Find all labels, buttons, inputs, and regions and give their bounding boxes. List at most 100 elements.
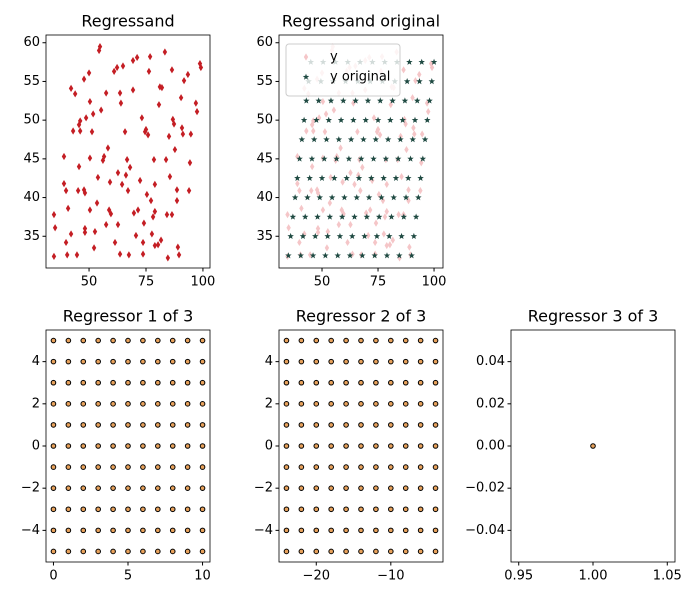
data-point <box>140 506 146 513</box>
data-point <box>176 251 182 259</box>
data-point <box>130 56 136 65</box>
data-point <box>285 210 290 219</box>
data-point <box>367 206 373 214</box>
data-point <box>313 337 320 344</box>
data-point <box>146 67 152 75</box>
data-point <box>283 422 290 428</box>
data-point <box>418 186 423 195</box>
data-point <box>140 250 146 258</box>
data-point <box>297 186 302 195</box>
data-point <box>65 379 72 386</box>
data-point <box>432 464 439 470</box>
data-point <box>340 97 347 104</box>
data-point <box>198 63 204 72</box>
data-point <box>140 443 146 449</box>
data-point <box>80 401 87 407</box>
data-point <box>338 213 346 220</box>
data-point <box>322 128 328 136</box>
data-point <box>184 401 191 407</box>
data-point <box>410 232 418 240</box>
data-point <box>325 228 331 236</box>
data-point <box>123 171 129 179</box>
data-point <box>155 401 161 407</box>
data-point <box>381 230 387 238</box>
data-point <box>298 422 305 428</box>
data-point <box>110 443 116 449</box>
panel-title: Regressand original <box>282 12 440 31</box>
data-point <box>348 221 353 229</box>
data-point <box>82 224 88 233</box>
data-point <box>328 527 334 534</box>
data-point <box>65 401 72 407</box>
data-point <box>313 527 320 534</box>
data-point <box>313 358 320 365</box>
data-point <box>388 101 393 109</box>
data-point <box>74 251 80 259</box>
data-point <box>125 506 131 513</box>
data-point <box>432 358 439 365</box>
data-point <box>169 401 176 407</box>
data-point <box>95 379 101 386</box>
data-point <box>398 232 405 240</box>
data-point <box>417 548 424 555</box>
x-tick-label: 100 <box>191 275 216 290</box>
data-point <box>115 169 121 177</box>
data-point <box>429 63 435 72</box>
axes-frame <box>278 329 444 563</box>
data-point <box>140 548 146 555</box>
data-point <box>194 108 200 116</box>
data-point <box>351 213 358 220</box>
data-point <box>406 58 413 65</box>
data-point <box>375 125 381 134</box>
data-point <box>388 443 394 449</box>
data-point <box>95 401 101 407</box>
data-point <box>388 527 394 534</box>
data-point <box>95 464 101 470</box>
data-point <box>110 485 116 491</box>
y-tick-label: 60 <box>23 35 40 50</box>
data-point <box>50 464 57 470</box>
data-point <box>417 379 424 386</box>
data-point <box>95 485 101 491</box>
legend-marker <box>303 53 309 61</box>
data-point <box>80 506 87 513</box>
data-point <box>95 358 101 365</box>
data-point <box>315 228 321 236</box>
y-tick-label: 35 <box>256 229 273 244</box>
data-point <box>331 106 337 114</box>
data-point <box>428 78 436 85</box>
x-tick-label: −10 <box>377 569 404 584</box>
data-point <box>155 379 161 386</box>
y-tick-label: −0.02 <box>465 481 505 496</box>
data-point <box>432 527 439 534</box>
data-point <box>315 189 321 197</box>
data-point <box>388 379 394 386</box>
data-point <box>65 337 72 344</box>
y-tick-label: 40 <box>23 190 40 205</box>
data-point <box>295 180 300 188</box>
y-tick-label: 0.04 <box>476 354 505 369</box>
data-point <box>334 252 341 259</box>
data-point <box>155 358 161 365</box>
data-point <box>199 379 206 386</box>
data-point <box>343 443 349 449</box>
data-point <box>392 174 400 181</box>
data-point <box>328 506 334 513</box>
data-point <box>402 401 409 407</box>
data-point <box>107 178 113 186</box>
data-point <box>184 527 191 534</box>
data-point <box>95 337 101 344</box>
data-point <box>320 206 326 214</box>
data-point <box>343 527 349 534</box>
y-tick-label: 0.02 <box>476 396 505 411</box>
data-point <box>328 337 334 344</box>
data-point <box>110 548 116 555</box>
data-point <box>417 527 424 534</box>
data-point <box>343 337 349 344</box>
data-point <box>410 94 415 102</box>
data-point <box>291 194 299 201</box>
y-tick-label: 55 <box>256 74 273 89</box>
data-point <box>172 145 178 154</box>
data-point <box>345 155 353 162</box>
data-point <box>419 130 425 138</box>
